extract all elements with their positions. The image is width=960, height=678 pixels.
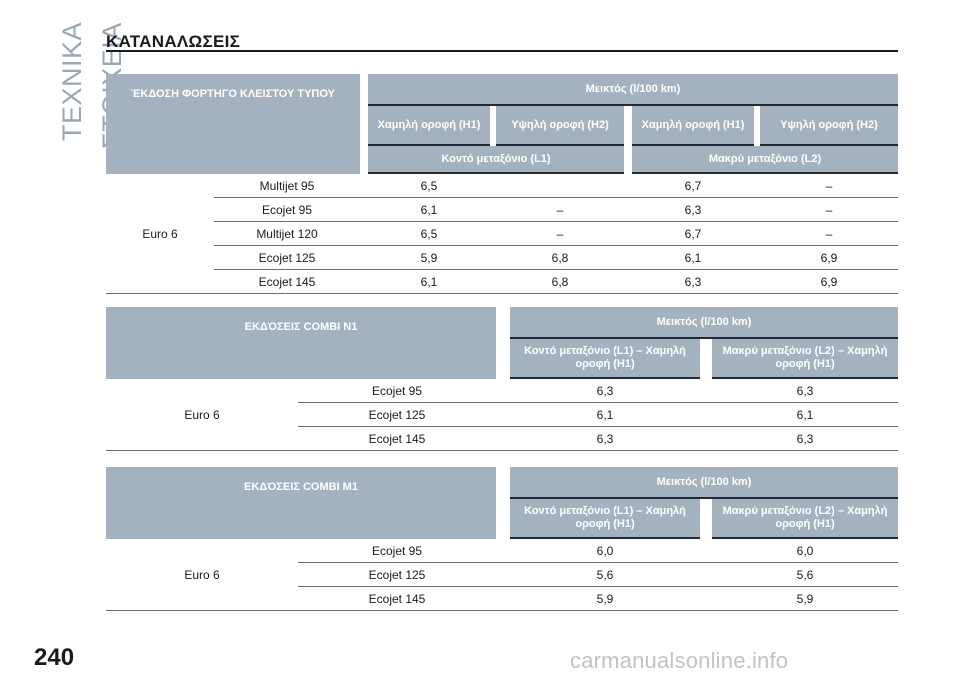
table-cell-value: 6,3: [510, 427, 701, 451]
table-cell-value: –: [496, 222, 624, 246]
table-cell-value: 6,1: [368, 198, 490, 222]
table-row-engine: Ecojet 95: [298, 539, 497, 563]
table3-emission-label: Euro 6: [106, 539, 298, 611]
table-cell-value: 5,9: [368, 246, 490, 270]
table3-corner-header: ΕΚΔΌΣΕΙΣ COMBI M1: [106, 467, 497, 539]
table-row-engine: Ecojet 145: [298, 587, 497, 611]
table-cell-value: [496, 174, 624, 198]
table2-sub-header: Κοντό μεταξόνιο (L1) – Χαμηλή οροφή (H1): [510, 339, 701, 379]
table-cell-value: 6,3: [712, 379, 899, 403]
table-cell-value: –: [496, 198, 624, 222]
table-row-engine: Ecojet 125: [214, 246, 360, 270]
table-row-engine: Multijet 95: [214, 174, 360, 198]
table-cell-value: 6,3: [632, 270, 754, 294]
table1-roof-header: Χαμηλή οροφή (H1): [632, 106, 754, 146]
van-consumption-table: ΈΚΔΟΣΗ ΦΟΡΤΗΓΟ ΚΛΕΙΣΤΟΥ ΤΥΠΟΥ Μεικτός (l…: [106, 74, 898, 294]
table-cell-value: –: [760, 222, 898, 246]
table1-roof-header: Χαμηλή οροφή (H1): [368, 106, 490, 146]
table-cell-value: 6,1: [632, 246, 754, 270]
title-divider: [106, 50, 898, 52]
table1-wheelbase-header: Κοντό μεταξόνιο (L1): [368, 146, 624, 174]
page-title: ΚΑΤΑΝΑΛΩΣΕΙΣ: [106, 32, 241, 51]
table-row-engine: Ecojet 125: [298, 403, 497, 427]
table-cell-value: –: [760, 198, 898, 222]
table-cell-value: 6,8: [496, 270, 624, 294]
table-cell-value: 6,5: [368, 174, 490, 198]
table-cell-value: 5,6: [510, 563, 701, 587]
table-cell-value: –: [760, 174, 898, 198]
table-row-engine: Multijet 120: [214, 222, 360, 246]
table-cell-value: 6,7: [632, 222, 754, 246]
table3-sub-header: Μακρύ μεταξόνιο (L2) – Χαμηλή οροφή (H1): [712, 499, 899, 539]
page-number: 240: [34, 644, 75, 671]
table1-emission-label: Euro 6: [106, 174, 214, 294]
combi-m1-consumption-table: ΕΚΔΌΣΕΙΣ COMBI M1 Μεικτός (l/100 km) Κον…: [106, 467, 899, 611]
table-cell-value: 6,9: [760, 246, 898, 270]
table-cell-value: 5,9: [510, 587, 701, 611]
table2-corner-header: ΕΚΔΌΣΕΙΣ COMBI N1: [106, 307, 497, 379]
table-cell-value: 6,8: [496, 246, 624, 270]
table3-mixed-header: Μεικτός (l/100 km): [510, 467, 899, 499]
table1-roof-header: Υψηλή οροφή (H2): [760, 106, 898, 146]
table1-mixed-header: Μεικτός (l/100 km): [368, 74, 898, 106]
table2-sub-header: Μακρύ μεταξόνιο (L2) – Χαμηλή οροφή (H1): [712, 339, 899, 379]
table-cell-value: 5,9: [712, 587, 899, 611]
table-cell-value: 6,1: [368, 270, 490, 294]
table3-sub-header: Κοντό μεταξόνιο (L1) – Χαμηλή οροφή (H1): [510, 499, 701, 539]
table-cell-value: 5,6: [712, 563, 899, 587]
table-row-engine: Ecojet 95: [298, 379, 497, 403]
table-cell-value: 6,3: [712, 427, 899, 451]
section-side-title: ΤΕΧΝΙΚΑ ΣΤΟΙΧΕΙΑ: [57, 22, 127, 149]
table-cell-value: 6,7: [632, 174, 754, 198]
table-cell-value: 6,0: [712, 539, 899, 563]
table-cell-value: 6,3: [632, 198, 754, 222]
table2-emission-label: Euro 6: [106, 379, 298, 451]
table1-corner-header: ΈΚΔΟΣΗ ΦΟΡΤΗΓΟ ΚΛΕΙΣΤΟΥ ΤΥΠΟΥ: [106, 74, 360, 174]
table-row-engine: Ecojet 125: [298, 563, 497, 587]
table-cell-value: 6,1: [712, 403, 899, 427]
table1-wheelbase-header: Μακρύ μεταξόνιο (L2): [632, 146, 898, 174]
table-row-engine: Ecojet 145: [298, 427, 497, 451]
table2-mixed-header: Μεικτός (l/100 km): [510, 307, 899, 339]
watermark: carmanualsonline.info: [570, 648, 789, 673]
table-cell-value: 6,0: [510, 539, 701, 563]
table1-roof-header: Υψηλή οροφή (H2): [496, 106, 624, 146]
table-cell-value: 6,5: [368, 222, 490, 246]
table-cell-value: 6,1: [510, 403, 701, 427]
table-row-engine: Ecojet 145: [214, 270, 360, 294]
table-cell-value: 6,9: [760, 270, 898, 294]
combi-n1-consumption-table: ΕΚΔΌΣΕΙΣ COMBI N1 Μεικτός (l/100 km) Κον…: [106, 307, 899, 451]
table-row-engine: Ecojet 95: [214, 198, 360, 222]
table-cell-value: 6,3: [510, 379, 701, 403]
